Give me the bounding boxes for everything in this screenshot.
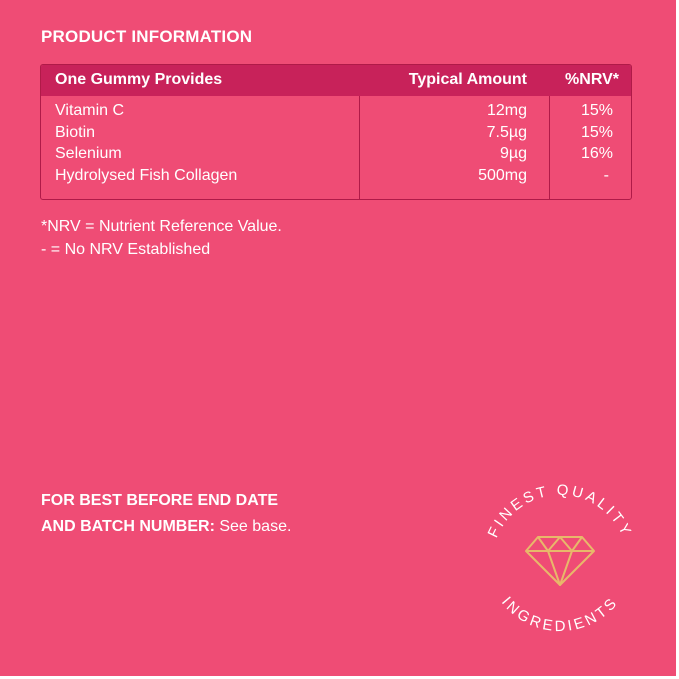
no-nrv-note: - = No NRV Established — [41, 241, 211, 258]
best-before-info: FOR BEST BEFORE END DATE AND BATCH NUMBE… — [41, 488, 291, 540]
best-before-value: See base. — [214, 518, 292, 535]
column-divider — [549, 96, 550, 199]
best-before-label: AND BATCH NUMBER: — [41, 518, 215, 535]
best-before-line1: FOR BEST BEFORE END DATE — [41, 492, 279, 509]
nutrient-amount: 500mg — [478, 166, 527, 184]
header-amount: Typical Amount — [408, 71, 527, 88]
column-divider — [359, 96, 360, 199]
nutrition-table: One Gummy Provides Typical Amount %NRV* … — [40, 64, 632, 200]
nutrient-name: Vitamin C — [55, 102, 125, 119]
nutrient-nrv: 16% — [580, 145, 613, 162]
table-header: One Gummy Provides Typical Amount %NRV* — [41, 65, 631, 96]
table-row: Biotin 7.5µg 15% — [41, 122, 631, 144]
table-row: Selenium 9µg 16% — [41, 143, 631, 165]
seal-bottom-text: INGREDIENTS — [498, 593, 622, 635]
nutrient-name: Hydrolysed Fish Collagen — [55, 166, 238, 184]
footnotes: *NRV = Nutrient Reference Value. - = No … — [41, 215, 282, 261]
nrv-definition: *NRV = Nutrient Reference Value. — [41, 218, 282, 235]
diamond-icon — [525, 536, 595, 586]
nutrient-nrv: - — [603, 166, 609, 184]
table-row: Hydrolysed Fish Collagen 500mg - — [41, 165, 631, 187]
header-nrv: %NRV* — [565, 71, 619, 88]
nutrient-amount: 12mg — [486, 102, 527, 119]
table-body: Vitamin C 12mg 15% Biotin 7.5µg 15% Sele… — [41, 100, 631, 186]
finest-quality-seal: FINEST QUALITY INGREDIENTS — [485, 482, 636, 635]
nutrient-amount: 7.5µg — [486, 123, 527, 141]
header-provides: One Gummy Provides — [55, 71, 223, 88]
nutrient-nrv: 15% — [580, 102, 613, 119]
nutrient-amount: 9µg — [499, 145, 527, 162]
section-title: PRODUCT INFORMATION — [41, 27, 253, 46]
nutrient-nrv: 15% — [580, 123, 613, 141]
seal-top-text: FINEST QUALITY — [485, 482, 636, 541]
nutrient-name: Biotin — [55, 123, 96, 141]
nutrient-name: Selenium — [55, 145, 122, 162]
table-row: Vitamin C 12mg 15% — [41, 100, 631, 122]
